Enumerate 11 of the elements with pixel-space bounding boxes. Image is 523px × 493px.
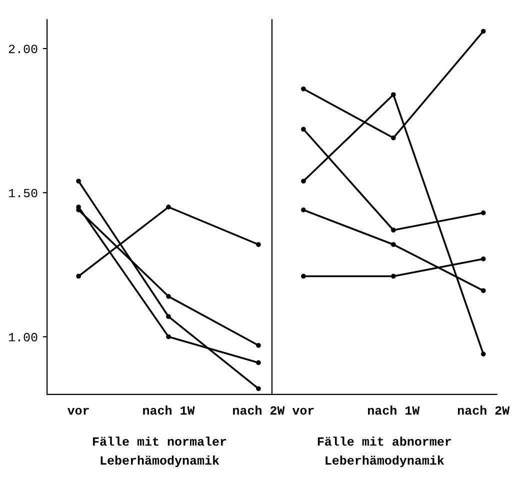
x-tick-label: nach 2W <box>233 406 285 415</box>
x-tick-label: vor <box>292 408 314 415</box>
y-tick-label: 1.50 <box>8 188 38 198</box>
x-tick-label: nach 1W <box>143 406 195 415</box>
x-tick-label: nach 2W <box>458 406 510 415</box>
y-tick-label: 2.00 <box>8 44 38 54</box>
x-tick-label: vor <box>67 408 89 415</box>
x-tick-label: nach 1W <box>368 406 420 415</box>
x-axis-title: Fälle mit abnormer Leberhämodynamik <box>318 436 452 468</box>
y-tick-label: 1.00 <box>8 332 38 342</box>
x-axis-title: Fälle mit normaler Leberhämodynamik <box>93 436 226 468</box>
